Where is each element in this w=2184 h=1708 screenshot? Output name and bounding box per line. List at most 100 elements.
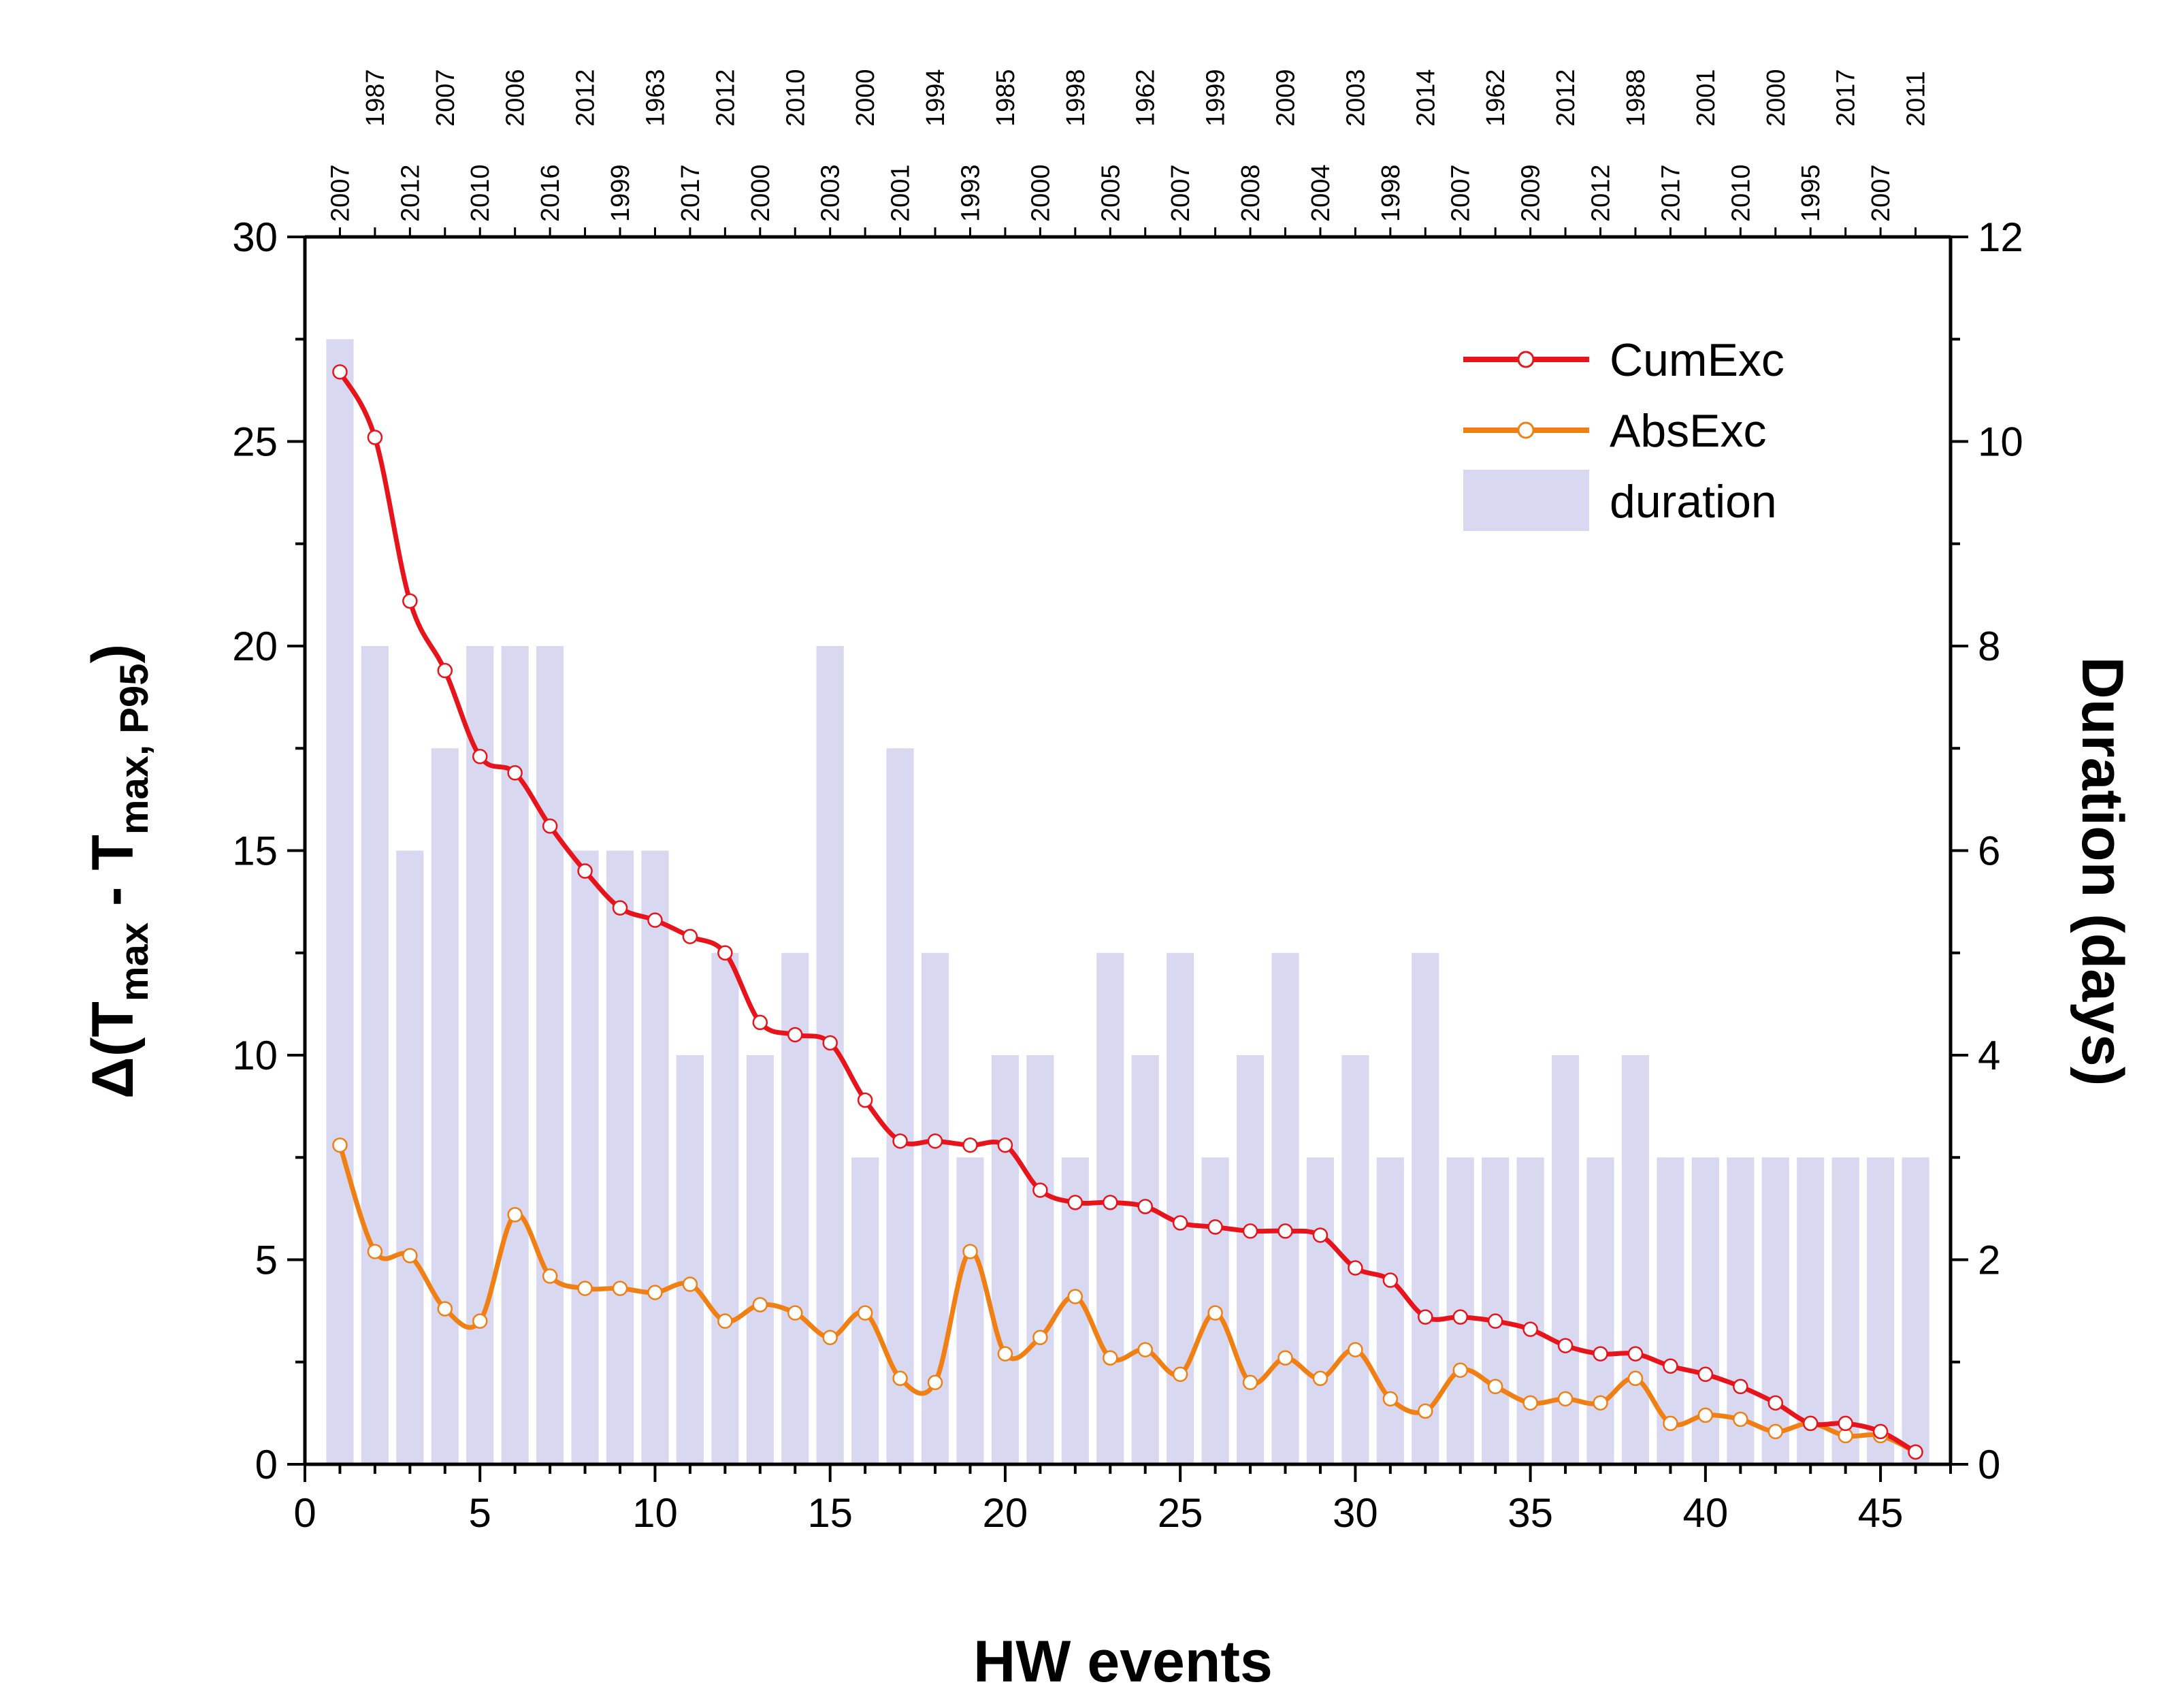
absexc-point bbox=[787, 1305, 803, 1321]
cumexc-point bbox=[1312, 1227, 1329, 1243]
year-label: 2011 bbox=[1902, 71, 1931, 127]
year-label: 2010 bbox=[781, 69, 810, 127]
x-axis-title: HW events bbox=[973, 1629, 1273, 1694]
absexc-point bbox=[1382, 1391, 1399, 1407]
absexc-point bbox=[1032, 1330, 1048, 1345]
duration-bar bbox=[1167, 952, 1194, 1464]
year-label: 2017 bbox=[1832, 69, 1861, 127]
absexc-point bbox=[717, 1313, 733, 1329]
year-label: 2017 bbox=[677, 164, 705, 222]
legend-cumexc-label: CumExc bbox=[1610, 334, 1784, 386]
year-label: 2009 bbox=[1517, 164, 1546, 222]
duration-bar bbox=[361, 646, 389, 1464]
x-tick-label: 20 bbox=[983, 1490, 1028, 1536]
cumexc-point bbox=[1137, 1199, 1153, 1214]
cumexc-point bbox=[1767, 1395, 1784, 1411]
year-label: 2009 bbox=[1272, 69, 1301, 127]
cumexc-point bbox=[787, 1027, 803, 1043]
absexc-line bbox=[338, 1144, 1917, 1455]
cumexc-point bbox=[892, 1133, 908, 1149]
y-right-tick-label: 0 bbox=[1978, 1442, 2000, 1487]
absexc-point bbox=[927, 1374, 943, 1391]
duration-bars bbox=[326, 339, 1929, 1464]
year-label: 2012 bbox=[1552, 69, 1580, 127]
cumexc-point bbox=[577, 863, 593, 879]
cumexc-point bbox=[542, 818, 558, 834]
cumexc-point bbox=[1593, 1346, 1608, 1361]
duration-bar bbox=[1376, 1157, 1404, 1464]
y-left-tick-label: 5 bbox=[255, 1238, 278, 1283]
duration-bar bbox=[641, 850, 669, 1464]
cumexc-point bbox=[962, 1137, 978, 1153]
year-label: 2000 bbox=[851, 69, 880, 127]
year-label: 2012 bbox=[711, 69, 740, 127]
year-labels: 2007 1987 2012 2007 2010 2006 2016 2012 1999 1963… bbox=[326, 69, 1930, 222]
absexc-point bbox=[472, 1313, 488, 1329]
cumexc-point bbox=[1733, 1379, 1748, 1395]
cumexc-point bbox=[1697, 1366, 1714, 1383]
year-label: 2000 bbox=[1762, 69, 1791, 127]
series-markers bbox=[332, 364, 1923, 1460]
absexc-point bbox=[1487, 1379, 1503, 1395]
cumexc-point bbox=[1802, 1415, 1819, 1432]
y-left-tick-label: 30 bbox=[232, 214, 278, 260]
x-tick-label: 35 bbox=[1507, 1490, 1553, 1536]
absexc-point bbox=[1452, 1362, 1468, 1379]
y-left-tick-label: 10 bbox=[232, 1033, 278, 1078]
year-label: 1988 bbox=[1622, 69, 1650, 127]
cumexc-point bbox=[647, 912, 663, 928]
year-label: 2004 bbox=[1307, 164, 1335, 222]
absexc-point bbox=[1103, 1350, 1118, 1366]
duration-bar bbox=[326, 339, 354, 1464]
absexc-point bbox=[612, 1280, 628, 1296]
year-label: 2014 bbox=[1412, 69, 1440, 127]
absexc-point bbox=[997, 1346, 1013, 1361]
absexc-point bbox=[857, 1305, 873, 1321]
year-label: 2006 bbox=[502, 69, 530, 127]
year-label: 1993 bbox=[956, 164, 985, 222]
year-label: 2010 bbox=[466, 164, 495, 222]
absexc-point bbox=[367, 1244, 383, 1259]
cumexc-point bbox=[1242, 1223, 1258, 1239]
duration-bar bbox=[1867, 1157, 1895, 1464]
year-label: 2016 bbox=[536, 164, 565, 222]
y-left-tick-label: 20 bbox=[232, 624, 278, 669]
cumexc-point bbox=[752, 1014, 768, 1031]
year-label: 2007 bbox=[1867, 164, 1895, 222]
duration-bar bbox=[1026, 1055, 1054, 1464]
y-right-tick-label: 6 bbox=[1978, 828, 2000, 874]
absexc-point bbox=[577, 1280, 593, 1296]
x-tick-label: 0 bbox=[293, 1490, 316, 1536]
absexc-point bbox=[1663, 1415, 1678, 1432]
cumexc-point bbox=[1207, 1219, 1223, 1235]
cumexc-point bbox=[927, 1133, 943, 1149]
absexc-point bbox=[1207, 1305, 1223, 1321]
x-tick-label: 15 bbox=[807, 1490, 853, 1536]
absexc-point bbox=[1312, 1370, 1329, 1387]
absexc-point bbox=[1067, 1289, 1083, 1304]
duration-bar bbox=[536, 646, 564, 1464]
x-tick-label: 30 bbox=[1333, 1490, 1378, 1536]
absexc-point bbox=[892, 1370, 908, 1387]
year-label: 2010 bbox=[1727, 164, 1755, 222]
duration-bar bbox=[1761, 1157, 1789, 1464]
absexc-point bbox=[1137, 1342, 1153, 1357]
x-tick-label: 25 bbox=[1158, 1490, 1203, 1536]
absexc-point bbox=[1242, 1374, 1258, 1391]
year-label: 1962 bbox=[1132, 69, 1160, 127]
cumexc-point bbox=[1067, 1195, 1083, 1210]
axes: 0 5 10 15 20 25 30 35 40 45 0 5 10 15 20 25 30 0 2 4 6 8 10 12 bbox=[232, 214, 2023, 1536]
y-left-tick-label: 0 bbox=[255, 1442, 278, 1487]
absexc-point bbox=[1348, 1342, 1363, 1357]
duration-bar bbox=[1482, 1157, 1510, 1464]
duration-bar bbox=[1236, 1055, 1265, 1464]
x-tick-label: 10 bbox=[632, 1490, 678, 1536]
cumexc-point bbox=[402, 593, 418, 609]
y-left-prefix: Δ(T bbox=[80, 1001, 146, 1099]
cumexc-point bbox=[1348, 1260, 1363, 1276]
year-label: 2007 bbox=[1447, 164, 1476, 222]
year-label: 1998 bbox=[1377, 164, 1405, 222]
cumexc-point bbox=[1838, 1415, 1853, 1432]
absexc-point bbox=[682, 1276, 698, 1292]
